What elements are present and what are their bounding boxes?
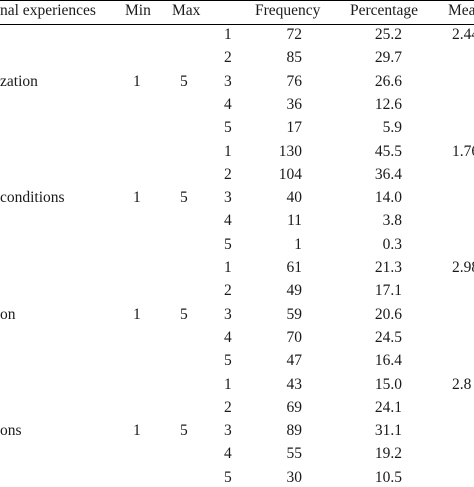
group-min: 1 [133,72,141,90]
row-percentage: 3.8 [382,212,402,230]
row-frequency: 130 [278,142,302,160]
row-frequency: 72 [286,26,303,43]
row-level: 3 [224,422,232,440]
row-frequency: 85 [286,49,303,67]
row-percentage: 45.5 [374,142,402,160]
row-percentage: 24.1 [374,398,402,416]
row-percentage: 31.1 [374,422,402,440]
row-level: 2 [224,282,232,300]
row-frequency: 70 [286,328,303,346]
row-percentage: 0.3 [382,235,402,253]
group-mean: 2.44 [452,26,474,43]
row-level: 4 [224,328,232,346]
row-level: 1 [224,375,232,393]
group-max: 5 [180,72,188,90]
row-percentage: 19.2 [374,445,402,463]
header-frequency: Frequency [255,2,321,19]
group-mean: 2.8 [452,375,472,393]
header-percentage: Percentage [350,2,418,19]
row-level: 4 [224,212,232,230]
header-min: Min [125,2,151,19]
row-percentage: 16.4 [374,352,402,370]
row-level: 2 [224,398,232,416]
row-frequency: 61 [286,259,303,276]
row-frequency: 55 [286,445,303,463]
group-max: 5 [180,189,188,207]
header-mean: Mea [448,2,474,19]
row-level: 2 [224,165,232,183]
row-frequency: 49 [286,282,303,300]
row-frequency: 43 [286,375,303,393]
row-frequency: 59 [286,305,303,323]
group-label: on [0,305,16,323]
row-level: 5 [224,119,232,137]
row-level: 1 [224,259,232,276]
row-frequency: 47 [286,352,303,370]
row-percentage: 25.2 [374,26,402,43]
row-level: 5 [224,352,232,370]
row-percentage: 5.9 [382,119,402,137]
row-level: 1 [224,142,232,160]
row-frequency: 30 [286,468,303,486]
group-label: zation [0,72,38,90]
group-min: 1 [133,189,141,207]
row-percentage: 21.3 [374,259,402,276]
row-level: 3 [224,305,232,323]
row-frequency: 76 [286,72,303,90]
row-percentage: 10.5 [374,468,402,486]
row-percentage: 14.0 [374,189,402,207]
group-min: 1 [133,422,141,440]
group-label: conditions [0,189,65,207]
row-level: 5 [224,235,232,253]
row-level: 1 [224,26,232,43]
row-level: 5 [224,468,232,486]
header-rule [0,24,474,26]
group-max: 5 [180,305,188,323]
row-frequency: 11 [287,212,302,230]
group-max: 5 [180,422,188,440]
row-level: 3 [224,72,232,90]
row-level: 4 [224,445,232,463]
row-level: 4 [224,95,232,113]
row-percentage: 36.4 [374,165,402,183]
row-level: 2 [224,49,232,67]
group-min: 1 [133,305,141,323]
row-percentage: 20.6 [374,305,402,323]
row-frequency: 1 [294,235,302,253]
row-percentage: 29.7 [374,49,402,67]
row-percentage: 24.5 [374,328,402,346]
row-percentage: 12.6 [374,95,402,113]
group-label: ons [0,422,22,440]
row-percentage: 26.6 [374,72,402,90]
top-rule [0,0,474,2]
row-frequency: 17 [286,119,303,137]
row-percentage: 15.0 [374,375,402,393]
row-frequency: 69 [286,398,303,416]
header-experience: nal experiences [0,2,96,19]
header-max: Max [172,2,201,19]
row-frequency: 36 [286,95,303,113]
row-percentage: 17.1 [374,282,402,300]
row-frequency: 89 [286,422,303,440]
row-frequency: 40 [286,189,303,207]
row-frequency: 104 [278,165,302,183]
group-mean: 1.76 [452,142,474,160]
row-level: 3 [224,189,232,207]
group-mean: 2.98 [452,259,474,276]
